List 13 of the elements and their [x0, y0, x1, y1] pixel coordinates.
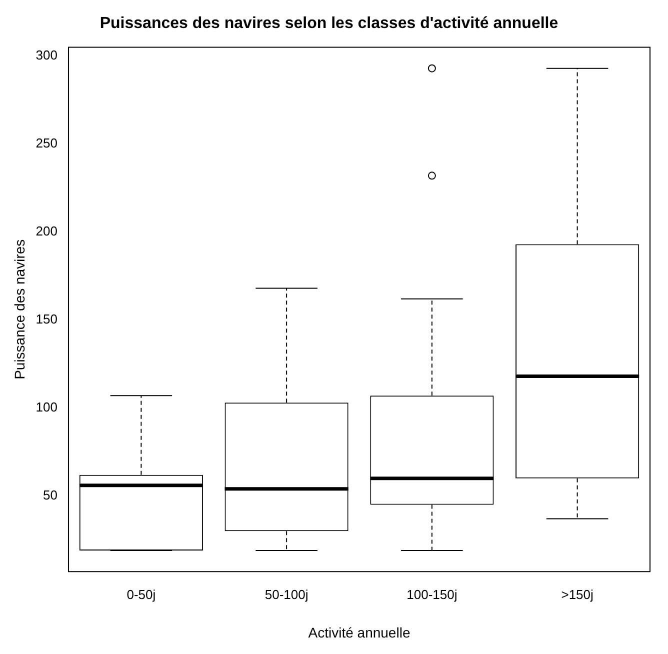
y-tick-label: 50 [43, 488, 58, 503]
y-axis-title: Puissance des navires [11, 239, 28, 380]
y-tick-label: 100 [36, 400, 58, 415]
x-tick-label: 50-100j [264, 586, 308, 602]
x-tick-label: 100-150j [406, 586, 458, 602]
y-tick-label: 150 [36, 312, 58, 327]
x-tick-label: 0-50j [126, 586, 156, 602]
y-tick-label: 250 [36, 136, 58, 151]
x-axis-title: Activité annuelle [308, 624, 410, 640]
chart-title: Puissances des navires selon les classes d'activité annuelle [100, 15, 558, 32]
x-tick-label: >150j [561, 586, 594, 602]
y-tick-label: 300 [36, 48, 58, 63]
y-tick-label: 200 [36, 224, 58, 239]
